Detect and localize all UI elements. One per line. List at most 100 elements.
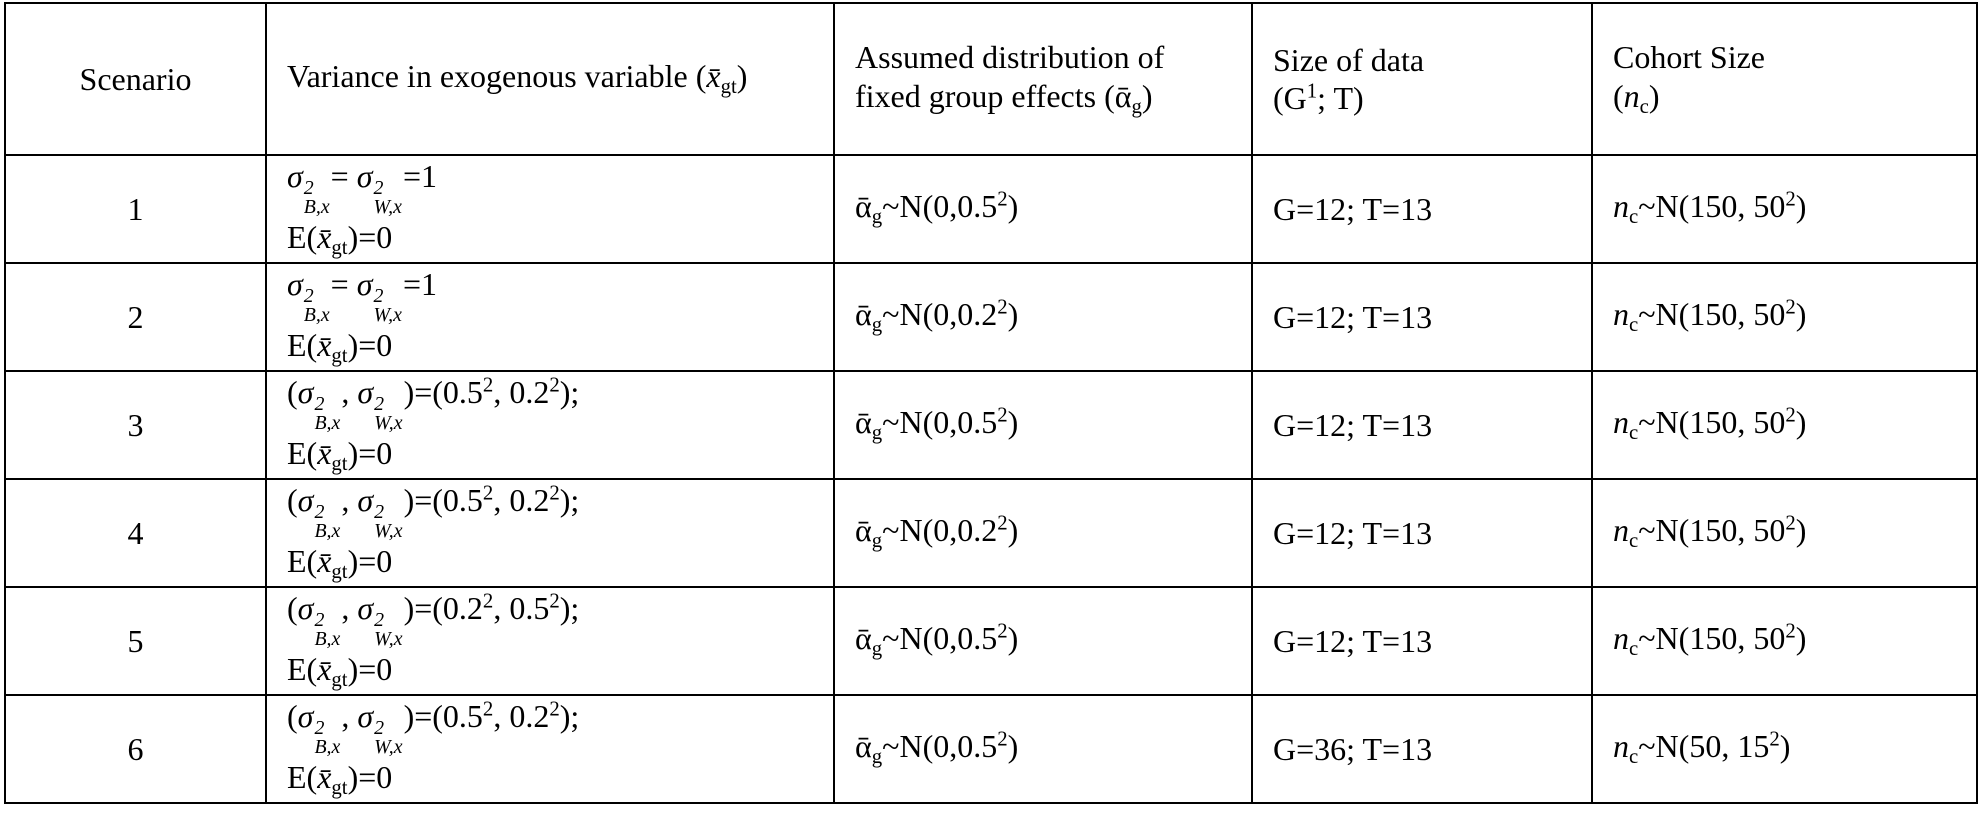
table-cell: 2 xyxy=(4,262,267,372)
subscript: B,x xyxy=(314,628,341,651)
table-cell: 6 xyxy=(4,694,267,804)
header-cell: Assumed distribution of fixed group effe… xyxy=(833,2,1253,156)
text-fragment: ~N(0,0.5 xyxy=(882,728,998,765)
text-fragment: E( xyxy=(287,219,318,256)
superscript: 2 xyxy=(373,284,384,307)
superscript: 2 xyxy=(374,500,385,523)
text-fragment: ~N(150, 50 xyxy=(1638,620,1786,657)
superscript: 2 xyxy=(314,392,325,415)
text-fragment: )=(0.5 xyxy=(403,697,483,734)
text-fragment: ~N(150, 50 xyxy=(1638,512,1786,549)
body-row: 3 (σ 2 B,x, σ 2 W,x)=(0.52, 0.22); E(x̄gt)=0 ᾱg… xyxy=(4,370,1978,480)
table-cell: G=36; T=13 xyxy=(1251,694,1593,804)
math-symbol: x̄ xyxy=(317,759,332,796)
subscript: gt xyxy=(331,344,348,368)
text-fragment: ) xyxy=(1007,512,1019,549)
text-fragment: ) xyxy=(1795,296,1807,333)
text-fragment: , xyxy=(341,697,358,734)
table-cell: (σ 2 B,x, σ 2 W,x)=(0.52, 0.22); E(x̄gt)=0 xyxy=(265,694,835,804)
table-cell: G=12; T=13 xyxy=(1251,262,1593,372)
text-fragment: Variance in exogenous variable ( xyxy=(287,58,707,95)
text-fragment: ᾱ xyxy=(855,728,872,765)
math-symbol: n xyxy=(1613,188,1629,225)
math-symbol: σ xyxy=(357,481,374,518)
superscript: 2 xyxy=(314,608,325,631)
text-fragment: E( xyxy=(287,651,318,688)
math-symbol: σ xyxy=(287,157,303,194)
math-symbol: n xyxy=(1613,296,1629,333)
table-cell: G=12; T=13 xyxy=(1251,586,1593,696)
text-fragment: )=0 xyxy=(347,651,393,688)
superscript: 2 xyxy=(314,500,325,523)
sup-sub-stack: 2 B,x xyxy=(304,178,330,219)
text-fragment: ) xyxy=(1007,728,1019,765)
text-fragment: G=12; T=13 xyxy=(1273,298,1433,335)
table-cell: ᾱg~N(0,0.52) xyxy=(833,370,1253,480)
subscript: g xyxy=(871,745,883,769)
superscript: 2 xyxy=(1785,619,1796,643)
text-fragment: , xyxy=(341,481,358,518)
superscript: 2 xyxy=(1769,727,1780,751)
superscript: 2 xyxy=(549,373,560,397)
superscript: 2 xyxy=(1785,511,1796,535)
subscript: c xyxy=(1629,529,1639,553)
header-cell: Variance in exogenous variable (x̄gt) xyxy=(265,2,835,156)
table-cell: 4 xyxy=(4,478,267,588)
table-cell: ᾱg~N(0,0.52) xyxy=(833,154,1253,264)
table-cell: ᾱg~N(0,0.52) xyxy=(833,586,1253,696)
text-fragment: ) xyxy=(1007,188,1019,225)
text-fragment: ) xyxy=(1648,77,1660,114)
subscript: g xyxy=(871,637,883,661)
text-fragment: ) xyxy=(1141,77,1153,114)
subscript: c xyxy=(1629,637,1639,661)
header-cell: Scenario xyxy=(4,2,267,156)
text-fragment: = xyxy=(330,265,357,302)
subscript: c xyxy=(1639,94,1649,118)
text-fragment: ( xyxy=(287,373,298,410)
math-symbol: n xyxy=(1613,512,1629,549)
text-fragment: Cohort Size xyxy=(1613,39,1765,76)
subscript: gt xyxy=(331,236,348,260)
text-fragment: ~N(150, 50 xyxy=(1638,296,1786,333)
text-fragment: ( xyxy=(287,697,298,734)
subscript: gt xyxy=(331,452,348,476)
text-fragment: , 0.2 xyxy=(493,697,550,734)
math-symbol: x̄ xyxy=(317,651,332,688)
body-row: 6 (σ 2 B,x, σ 2 W,x)=(0.52, 0.22); E(x̄gt)=0 ᾱg… xyxy=(4,694,1978,804)
subscript: B,x xyxy=(303,304,330,327)
text-fragment: ) xyxy=(1007,620,1019,657)
table-cell: nc~N(150, 502) xyxy=(1591,478,1978,588)
text-fragment: 4 xyxy=(127,514,144,551)
superscript: 2 xyxy=(549,589,560,613)
body-row: 2 σ 2 B,x = σ 2 W,x =1 E(x̄gt)=0 ᾱg~N(0,0.22) G=12… xyxy=(4,262,1978,372)
table-cell: nc~N(50, 152) xyxy=(1591,694,1978,804)
text-fragment: 6 xyxy=(127,730,144,767)
text-fragment: ) xyxy=(1779,728,1791,765)
superscript: 1 xyxy=(1306,79,1318,103)
text-fragment: )=0 xyxy=(347,327,393,364)
header-cell: Cohort Size (nc) xyxy=(1591,2,1978,156)
text-fragment: Size of data xyxy=(1273,41,1425,78)
text-fragment: ) xyxy=(1795,512,1807,549)
text-fragment: , xyxy=(341,373,358,410)
math-symbol: σ xyxy=(297,481,314,518)
subscript: g xyxy=(1131,94,1142,118)
superscript: 2 xyxy=(997,511,1008,535)
body-row: 5 (σ 2 B,x, σ 2 W,x)=(0.22, 0.52); E(x̄gt)=0 ᾱg… xyxy=(4,586,1978,696)
table-cell: (σ 2 B,x, σ 2 W,x)=(0.52, 0.22); E(x̄gt)=0 xyxy=(265,370,835,480)
text-fragment: , 0.5 xyxy=(493,589,550,626)
table-cell: G=12; T=13 xyxy=(1251,478,1593,588)
math-symbol: x̄ xyxy=(317,219,332,256)
subscript: B,x xyxy=(314,520,341,543)
text-fragment: ᾱ xyxy=(855,296,872,333)
header-cell: Size of data (G1; T) xyxy=(1251,2,1593,156)
table-cell: nc~N(150, 502) xyxy=(1591,586,1978,696)
text-fragment: ); xyxy=(559,373,580,410)
text-fragment: ᾱ xyxy=(855,404,872,441)
text-fragment: ); xyxy=(559,697,580,734)
text-fragment: ) xyxy=(1795,188,1807,225)
superscript: 2 xyxy=(373,176,384,199)
math-symbol: σ xyxy=(356,157,373,194)
